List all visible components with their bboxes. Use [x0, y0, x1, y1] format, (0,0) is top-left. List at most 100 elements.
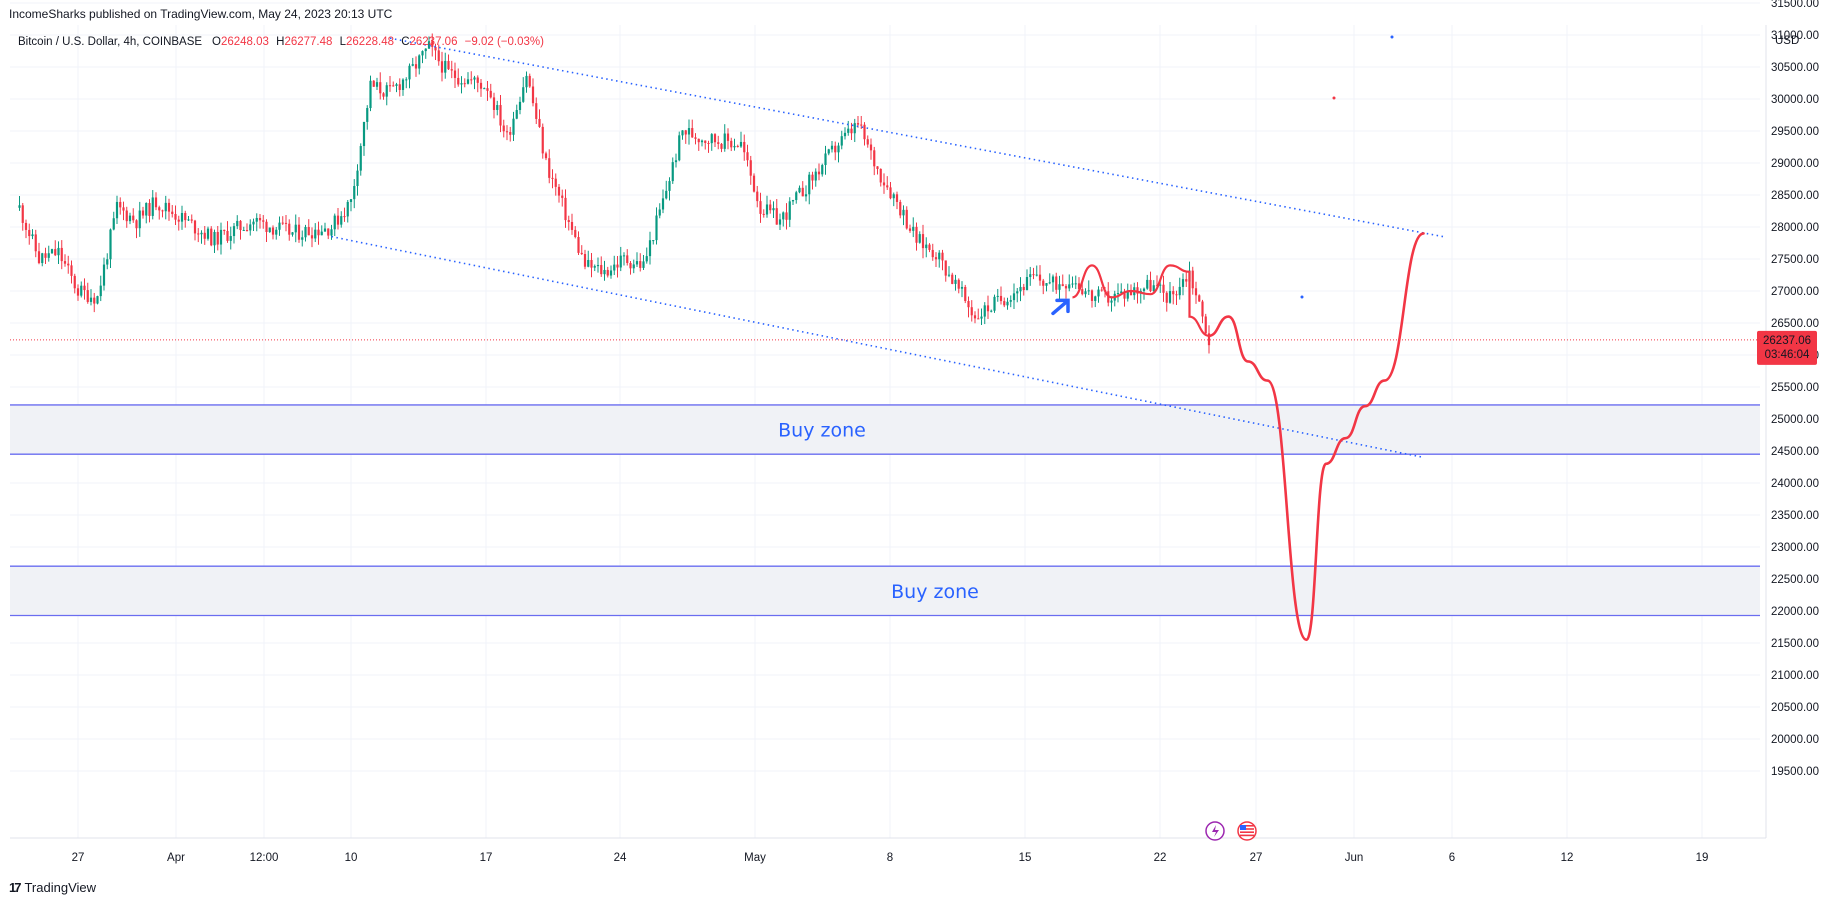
candle-body	[18, 205, 21, 208]
channel-lower-line	[331, 235, 1424, 459]
candle-body	[941, 252, 944, 261]
candle-body	[109, 229, 112, 260]
candle-body	[310, 235, 314, 239]
price-tick-label: 30000.00	[1771, 94, 1819, 106]
candle-body	[912, 226, 915, 231]
candle-body	[158, 207, 161, 211]
flag-stripe	[1240, 831, 1254, 833]
candle-body	[639, 261, 642, 268]
tradingview-brand[interactable]: 17 TradingView	[9, 880, 96, 895]
price-tick-label: 27000.00	[1771, 286, 1819, 298]
candle-body	[255, 217, 258, 222]
price-axis: 19500.00 20000.00 20500.00 21000.00 21500.00…	[1765, 0, 1819, 838]
candle-body	[765, 204, 769, 215]
us-flag-event-icon	[1237, 821, 1257, 841]
price-tick-label: 23000.00	[1771, 542, 1819, 554]
time-tick-label: 6	[1449, 852, 1455, 864]
candle-body	[216, 231, 219, 245]
candle-body	[314, 229, 317, 239]
candle-body	[798, 187, 801, 193]
price-tick-label: 19500.00	[1771, 766, 1819, 778]
legend-open-label: O	[212, 36, 221, 48]
candle-body	[990, 310, 993, 312]
candle-body	[999, 295, 1003, 302]
candle-body	[145, 202, 148, 216]
candle-body	[681, 130, 684, 136]
candle-body	[1006, 301, 1009, 306]
candle-body	[691, 128, 694, 138]
candle-body	[47, 253, 50, 258]
candle-body	[590, 260, 593, 268]
candle-body	[743, 141, 746, 153]
candle-body	[749, 160, 752, 176]
red-dot-marker	[1332, 96, 1336, 100]
time-tick-label: 8	[887, 852, 893, 864]
candle-body	[626, 255, 629, 263]
candle-body	[161, 210, 164, 212]
price-tick-label: 26500.00	[1771, 318, 1819, 330]
candle-body	[1032, 274, 1035, 276]
price-tick-label: 29500.00	[1771, 126, 1819, 138]
candle-body	[678, 135, 681, 161]
price-tick-label: 29000.00	[1771, 158, 1819, 170]
candle-body	[252, 221, 255, 225]
candle-body	[593, 266, 596, 268]
price-tick-label: 28500.00	[1771, 190, 1819, 202]
candle-body	[405, 79, 408, 81]
candle-body	[600, 265, 603, 275]
candles	[18, 33, 1211, 354]
candle-body	[1068, 284, 1071, 289]
channel-lines	[10, 37, 1766, 459]
price-badge-price: 26237.06	[1763, 335, 1811, 347]
candle-body	[671, 162, 674, 182]
candle-body	[73, 275, 76, 289]
candle-body	[356, 170, 359, 187]
time-tick-label: 12	[1561, 852, 1574, 864]
candle-body	[353, 186, 356, 200]
candle-body	[291, 232, 294, 235]
candle-body	[821, 165, 824, 175]
candle-body	[200, 232, 203, 235]
time-tick-label: 19	[1696, 852, 1709, 864]
candle-body	[138, 210, 141, 229]
candle-body	[50, 249, 54, 254]
candle-body	[619, 255, 622, 268]
candle-body	[1204, 316, 1207, 334]
candle-body	[60, 247, 63, 262]
price-tick-label: 30500.00	[1771, 62, 1819, 74]
candle-body	[249, 224, 252, 231]
candle-body	[986, 305, 990, 312]
time-tick-label: 27	[1250, 852, 1263, 864]
time-tick-label: 24	[614, 852, 627, 864]
price-tick-label: 23500.00	[1771, 510, 1819, 522]
price-badge	[1757, 330, 1817, 365]
candle-body	[401, 79, 405, 90]
candle-body	[1048, 282, 1051, 284]
candle-body	[327, 228, 330, 236]
flag-stripe	[1240, 834, 1254, 837]
candle-body	[733, 145, 736, 148]
candle-body	[1058, 284, 1061, 290]
candle-body	[840, 136, 843, 146]
candle-body	[1061, 284, 1064, 287]
candle-body	[528, 75, 531, 87]
candle-body	[632, 264, 635, 269]
candle-body	[723, 133, 726, 149]
candle-body	[1087, 290, 1090, 292]
time-tick-label: 17	[480, 852, 493, 864]
candle-body	[395, 84, 398, 86]
candle-body	[424, 48, 427, 52]
candle-body	[122, 207, 125, 211]
candle-body	[359, 146, 362, 171]
candle-body	[1168, 291, 1172, 303]
candle-body	[613, 264, 616, 271]
candle-body	[1152, 285, 1155, 292]
candle-body	[466, 79, 470, 84]
candle-body	[548, 158, 551, 178]
candle-body	[128, 215, 132, 222]
blue-arrow-icon	[1051, 298, 1070, 316]
candle-body	[414, 64, 418, 69]
candle-body	[567, 220, 570, 222]
candle-body	[596, 265, 600, 267]
